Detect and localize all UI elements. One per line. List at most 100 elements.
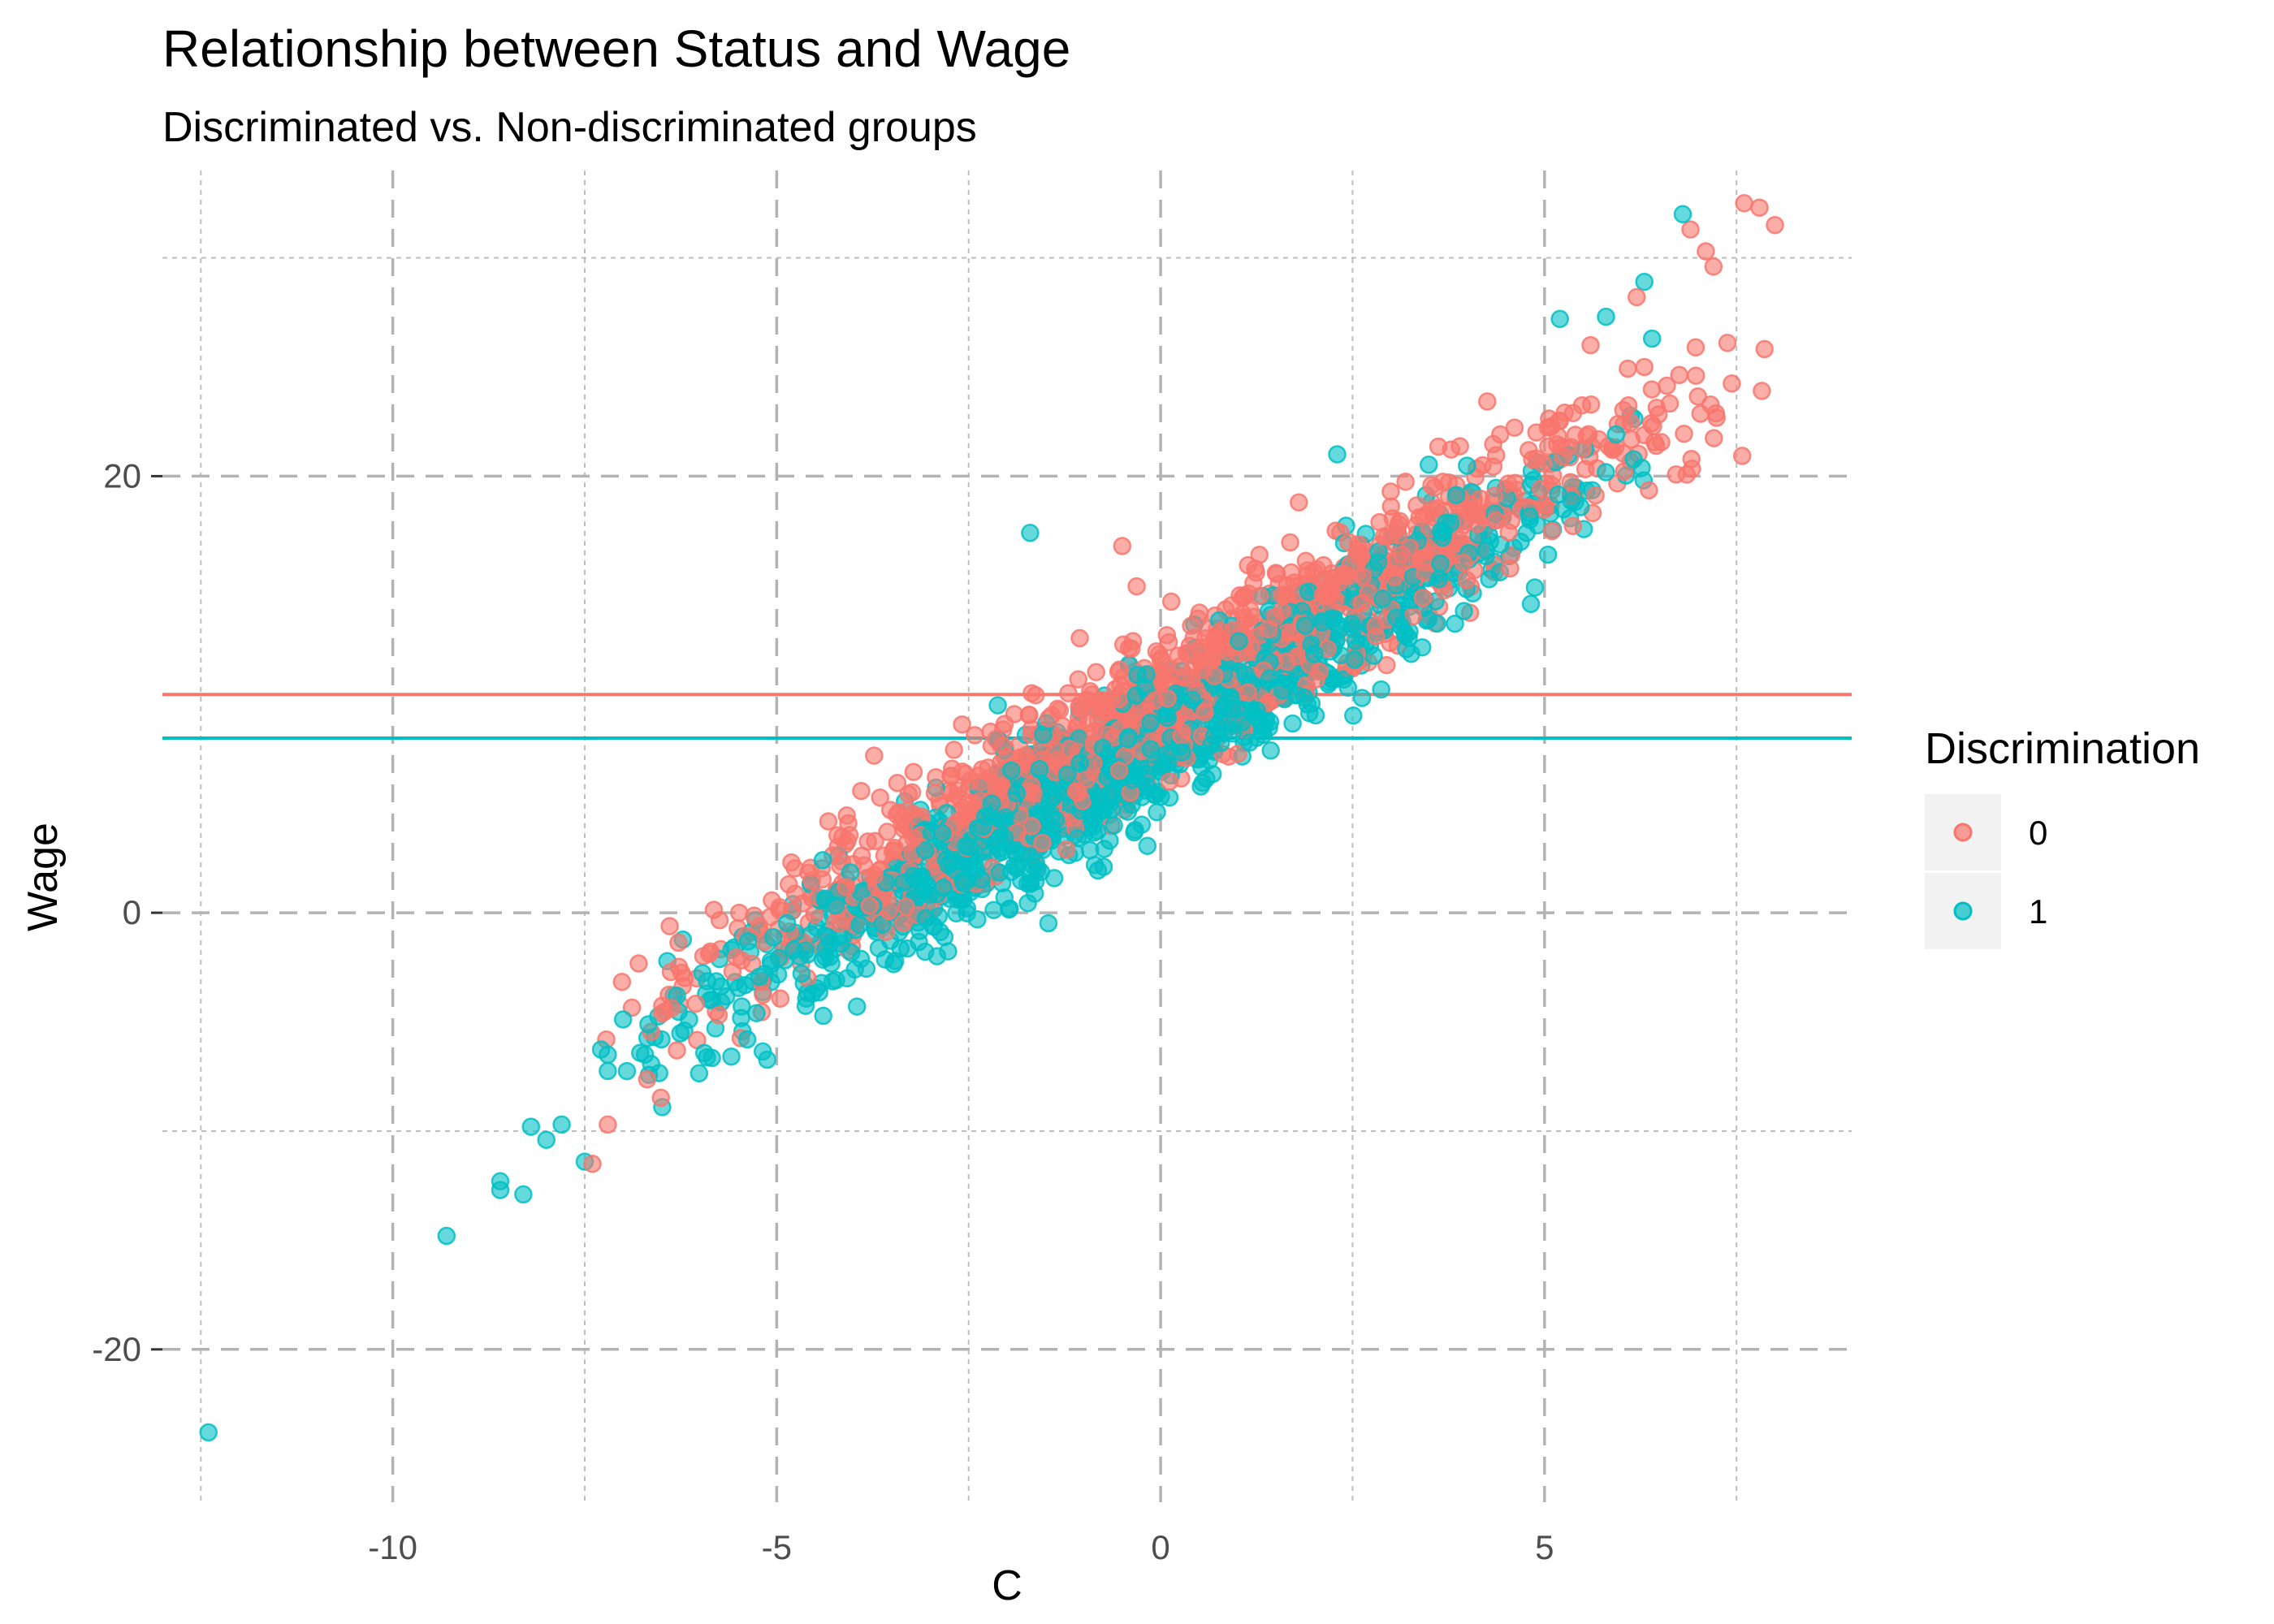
point-series-0 (1273, 585, 1292, 604)
point-series-1 (1673, 205, 1693, 224)
point-series-0 (953, 762, 972, 781)
point-series-1 (758, 1050, 776, 1069)
point-series-1 (199, 1423, 218, 1442)
legend: Discrimination 0 1 (1925, 724, 2200, 949)
point-series-0 (1505, 418, 1524, 437)
point-series-0 (1389, 551, 1407, 570)
point-series-0 (1127, 577, 1146, 596)
point-series-1 (1094, 857, 1113, 876)
point-series-1 (1105, 816, 1123, 835)
chart-subtitle: Discriminated vs. Non-discriminated grou… (162, 104, 977, 151)
point-series-1 (1433, 528, 1452, 547)
point-series-0 (1485, 486, 1504, 505)
point-series-0 (710, 911, 729, 930)
point-series-1 (916, 841, 935, 860)
point-series-1 (912, 866, 932, 886)
point-series-0 (1400, 538, 1420, 557)
point-series-0 (1234, 588, 1253, 607)
point-series-0 (927, 767, 945, 787)
point-series-0 (1039, 709, 1058, 728)
point-series-1 (1031, 862, 1051, 882)
point-series-0 (1182, 669, 1201, 689)
point-series-0 (906, 807, 925, 826)
point-series-1 (617, 1061, 637, 1081)
point-series-0 (904, 762, 923, 781)
point-series-1 (1597, 463, 1615, 482)
point-series-1 (984, 901, 1003, 919)
point-series-0 (1250, 546, 1269, 564)
point-series-1 (1118, 802, 1138, 821)
point-series-1 (763, 928, 783, 947)
point-series-0 (1314, 555, 1333, 575)
point-series-1 (915, 942, 935, 961)
point-series-1 (1215, 713, 1234, 732)
point-series-1 (1343, 620, 1363, 638)
point-series-1 (792, 964, 811, 983)
point-series-0 (745, 906, 763, 925)
point-series-0 (1069, 670, 1087, 689)
point-series-1 (733, 997, 751, 1016)
point-series-1 (1007, 859, 1027, 878)
point-series-1 (1122, 770, 1142, 789)
point-series-0 (1563, 404, 1583, 422)
point-series-0 (1429, 437, 1448, 456)
point-series-1 (898, 939, 917, 958)
point-series-0 (1057, 840, 1076, 859)
point-series-1 (1345, 650, 1364, 669)
x-tick-label: -10 (368, 1528, 417, 1566)
point-series-0 (686, 994, 705, 1013)
point-series-0 (599, 1115, 617, 1134)
point-series-1 (1635, 272, 1654, 292)
point-series-0 (1750, 198, 1769, 217)
point-series-1 (707, 972, 726, 991)
point-series-0 (880, 801, 900, 819)
point-series-1 (995, 888, 1014, 907)
point-series-1 (1083, 810, 1103, 828)
point-series-1 (1299, 582, 1318, 602)
point-series-1 (737, 1030, 757, 1049)
point-series-0 (1033, 833, 1052, 853)
point-series-0 (1581, 395, 1601, 414)
point-series-0 (1377, 655, 1396, 675)
point-series-0 (904, 829, 923, 848)
point-series-0 (865, 866, 884, 884)
point-series-0 (1066, 782, 1086, 801)
point-series-1 (599, 1045, 617, 1065)
point-series-1 (491, 1181, 510, 1199)
point-series-1 (1148, 802, 1166, 822)
point-series-0 (1157, 625, 1177, 645)
point-series-0 (1755, 339, 1774, 359)
point-series-0 (1576, 460, 1595, 478)
point-series-0 (1723, 374, 1741, 393)
point-series-0 (1619, 359, 1637, 378)
point-series-0 (1122, 639, 1141, 659)
point-series-0 (1640, 481, 1658, 500)
point-series-0 (1160, 772, 1179, 791)
y-tick-label: 0 (123, 893, 141, 931)
point-series-1 (1521, 594, 1541, 614)
point-series-1 (750, 967, 769, 987)
point-series-0 (925, 784, 945, 803)
point-series-0 (963, 793, 982, 813)
point-series-0 (1170, 657, 1190, 676)
point-series-0 (1732, 447, 1752, 465)
point-series-1 (1202, 736, 1221, 754)
chart-title: Relationship between Status and Wage (162, 19, 1070, 78)
point-series-1 (1128, 665, 1147, 685)
legend-key-0 (1953, 823, 1973, 842)
point-series-1 (1476, 541, 1495, 560)
point-series-1 (1126, 686, 1145, 705)
point-series-1 (1420, 456, 1438, 474)
point-series-1 (851, 949, 871, 969)
point-series-0 (1381, 497, 1401, 516)
point-series-0 (1190, 603, 1209, 622)
point-series-1 (1021, 875, 1040, 893)
x-tick-label: -5 (762, 1528, 792, 1566)
point-series-0 (1697, 242, 1715, 261)
point-series-1 (1295, 616, 1315, 635)
point-series-1 (613, 1010, 633, 1029)
point-series-0 (1681, 220, 1700, 239)
point-series-1 (1352, 689, 1372, 707)
point-series-1 (1100, 784, 1120, 803)
point-series-0 (1499, 523, 1518, 542)
